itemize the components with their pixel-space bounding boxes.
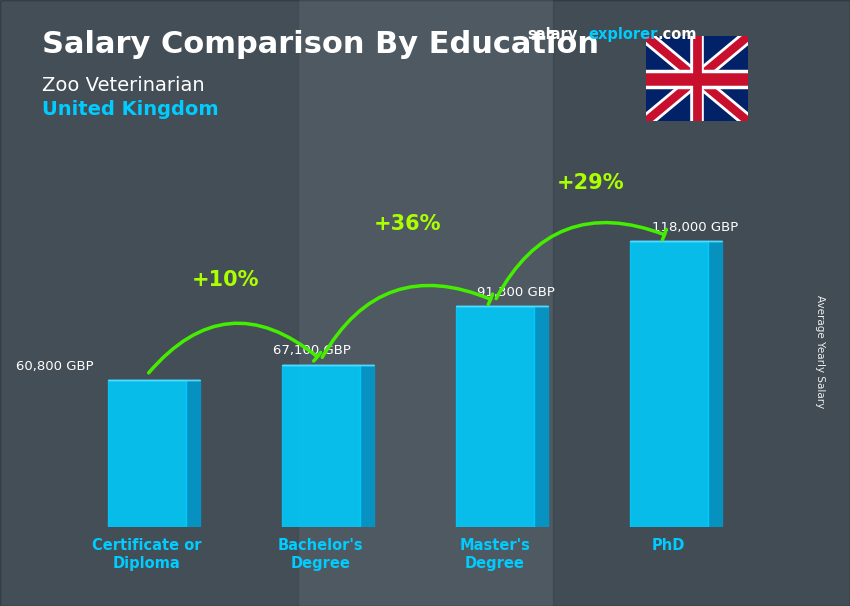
Text: Zoo Veterinarian: Zoo Veterinarian [42, 76, 205, 95]
Bar [456, 306, 534, 527]
Bar [708, 241, 722, 527]
Text: +10%: +10% [191, 270, 259, 290]
Text: 91,300 GBP: 91,300 GBP [477, 285, 554, 299]
Text: salary: salary [527, 27, 577, 42]
Bar [281, 365, 360, 527]
Text: 67,100 GBP: 67,100 GBP [273, 344, 351, 358]
Bar [186, 380, 200, 527]
Bar [360, 365, 374, 527]
Text: +36%: +36% [374, 214, 441, 234]
Bar [0, 0, 298, 606]
Text: Salary Comparison By Education: Salary Comparison By Education [42, 30, 599, 59]
Text: Average Yearly Salary: Average Yearly Salary [815, 295, 825, 408]
Text: 118,000 GBP: 118,000 GBP [652, 221, 738, 234]
Bar [534, 306, 548, 527]
Text: United Kingdom: United Kingdom [42, 100, 219, 119]
Bar [552, 0, 850, 606]
Text: 60,800 GBP: 60,800 GBP [16, 359, 94, 373]
Text: +29%: +29% [557, 173, 624, 193]
Text: .com: .com [658, 27, 697, 42]
Text: explorer: explorer [588, 27, 658, 42]
Bar [630, 241, 708, 527]
Bar [108, 380, 186, 527]
